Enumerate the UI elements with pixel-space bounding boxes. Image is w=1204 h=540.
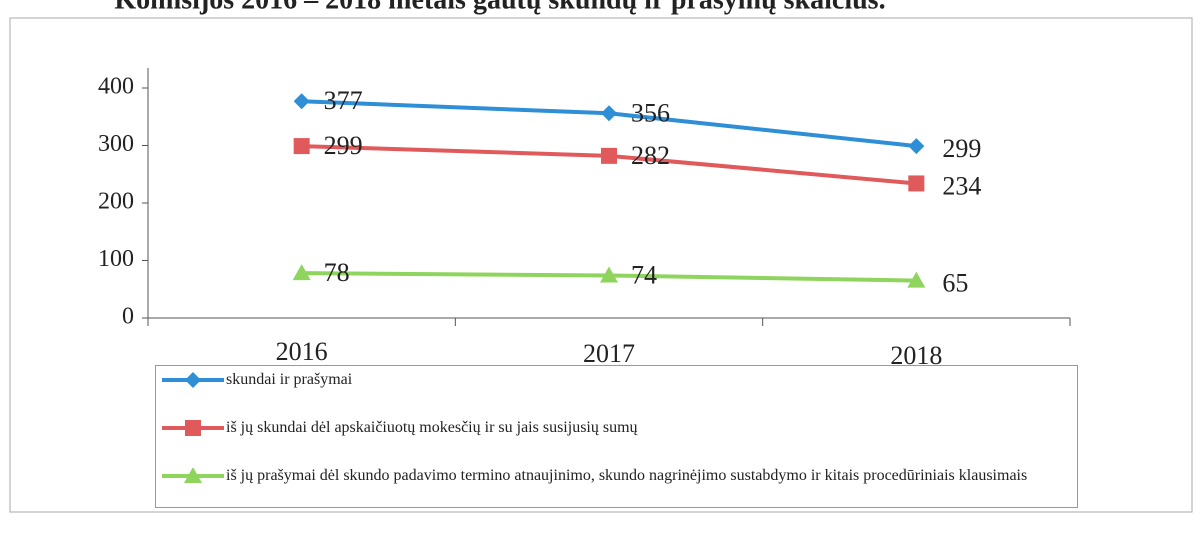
legend-item: skundai ir prašymai xyxy=(160,370,1076,390)
data-label: 282 xyxy=(631,141,670,170)
data-label: 377 xyxy=(324,86,363,115)
data-label: 234 xyxy=(942,171,981,200)
marker xyxy=(600,266,618,283)
data-label: 299 xyxy=(324,131,363,160)
legend-label: iš jų prašymai dėl skundo padavimo termi… xyxy=(226,467,1028,484)
legend-item: iš jų prašymai dėl skundo padavimo termi… xyxy=(160,466,1076,486)
legend-label: iš jų skundai dėl apskaičiuotų mokesčių … xyxy=(226,419,638,436)
legend-marker xyxy=(185,372,201,388)
marker xyxy=(293,93,310,110)
data-label: 74 xyxy=(631,260,657,289)
marker xyxy=(293,138,310,155)
marker xyxy=(908,175,925,192)
y-tick-label: 400 xyxy=(98,74,134,100)
x-tick-label: 2016 xyxy=(276,337,328,366)
data-label: 65 xyxy=(942,269,968,298)
legend-icon xyxy=(162,468,224,483)
y-tick-label: 200 xyxy=(98,189,134,215)
y-tick-label: 300 xyxy=(98,131,134,157)
data-label: 78 xyxy=(324,258,350,287)
legend-icon xyxy=(162,420,224,436)
marker xyxy=(601,105,617,122)
chart-title: Komisijos 2016 – 2018 metais gautų skund… xyxy=(114,0,885,15)
data-label: 356 xyxy=(631,98,670,127)
marker xyxy=(292,264,311,281)
legend-marker xyxy=(184,468,202,483)
x-tick-label: 2017 xyxy=(583,339,635,368)
y-tick-label: 100 xyxy=(98,246,134,272)
legend-icon xyxy=(162,372,224,388)
marker xyxy=(907,271,926,288)
chart-frame xyxy=(9,17,1193,513)
legend-marker xyxy=(185,420,201,436)
legend: skundai ir prašymai iš jų skundai dėl aps… xyxy=(155,365,1078,508)
legend-label: skundai ir prašymai xyxy=(226,371,353,388)
marker xyxy=(908,138,925,155)
data-label: 299 xyxy=(942,134,981,163)
y-tick-label: 0 xyxy=(122,304,134,330)
legend-item: iš jų skundai dėl apskaičiuotų mokesčių … xyxy=(160,418,1076,438)
marker xyxy=(601,147,617,164)
